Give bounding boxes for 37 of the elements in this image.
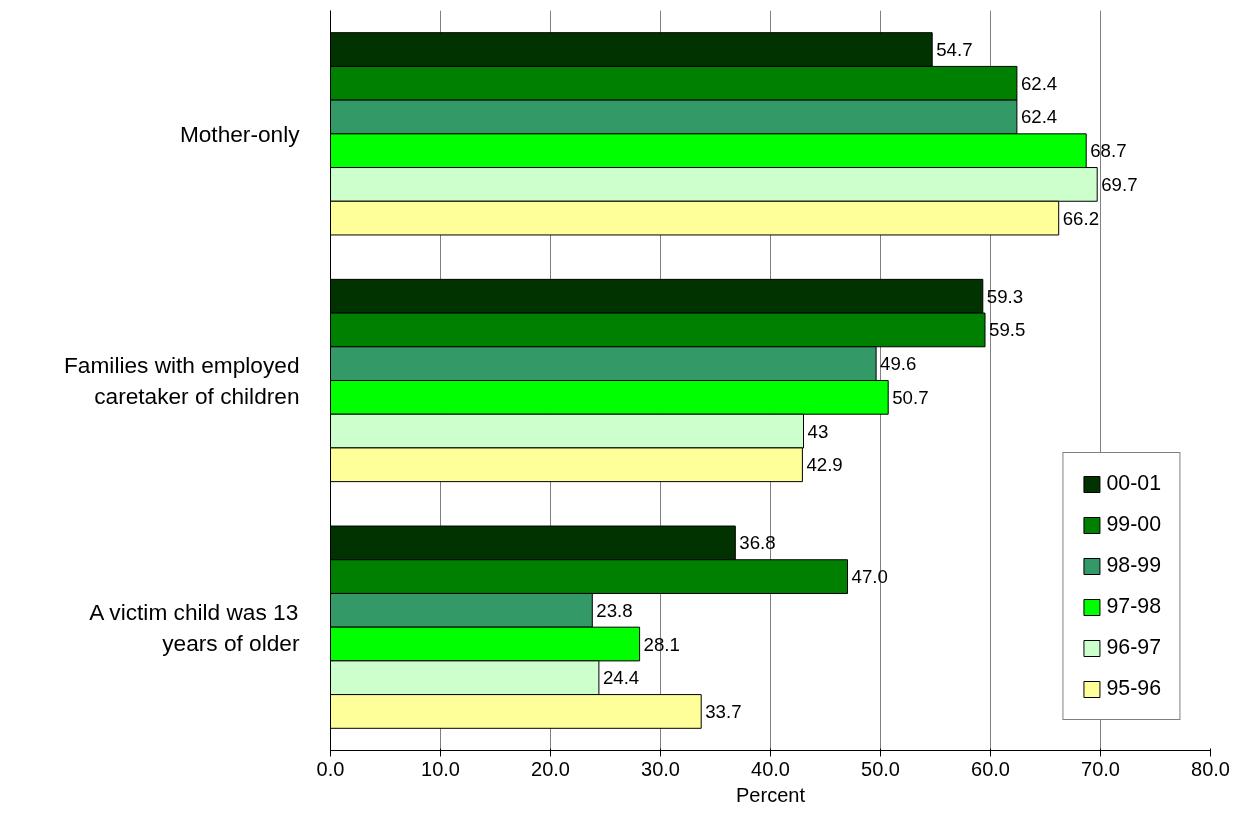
data-label: 62.4 xyxy=(1020,72,1058,94)
legend-label: 96-97 xyxy=(1106,635,1161,660)
legend-label: 97-98 xyxy=(1106,594,1161,619)
legend-label: 98-99 xyxy=(1106,553,1161,578)
x-tick-label: 50.0 xyxy=(861,757,900,780)
data-label: 68.7 xyxy=(1090,140,1127,162)
x-tick-label: 40.0 xyxy=(751,757,790,780)
x-tick-label: 80.0 xyxy=(1191,757,1230,780)
x-tick-label: 10.0 xyxy=(421,757,460,780)
data-label: 24.4 xyxy=(602,667,640,689)
data-label: 59.3 xyxy=(986,285,1024,307)
data-label: 54.7 xyxy=(936,39,973,61)
data-label: 59.5 xyxy=(989,319,1026,341)
data-label: 42.9 xyxy=(806,454,843,476)
data-label: 69.7 xyxy=(1101,173,1138,195)
data-label: 23.8 xyxy=(596,599,633,621)
x-axis-title: Percent xyxy=(736,783,806,806)
legend-label: 99-00 xyxy=(1106,512,1161,537)
legend-label: 95-96 xyxy=(1106,676,1161,701)
data-label: 33.7 xyxy=(705,700,742,722)
x-tick-label: 60.0 xyxy=(971,757,1010,780)
data-label: 49.6 xyxy=(880,353,917,375)
x-tick-label: 0.0 xyxy=(316,757,345,780)
y-tick-label: A victim child was 13 years of older xyxy=(89,598,300,656)
data-label: 47.0 xyxy=(851,566,888,588)
data-label: 50.7 xyxy=(892,386,929,408)
x-tick-label: 70.0 xyxy=(1081,757,1120,780)
data-label: 28.1 xyxy=(643,633,680,655)
data-label: 36.8 xyxy=(739,532,776,554)
data-label: 62.4 xyxy=(1020,106,1058,128)
x-tick-label: 20.0 xyxy=(531,757,570,780)
x-tick-label: 30.0 xyxy=(641,757,680,780)
y-tick-label: Families with employed caretaker of children xyxy=(64,351,300,410)
legend-label: 00-01 xyxy=(1106,471,1161,496)
data-label: 66.2 xyxy=(1062,207,1100,229)
data-label: 43 xyxy=(807,420,829,442)
y-tick-label: Mother-only xyxy=(179,120,301,147)
